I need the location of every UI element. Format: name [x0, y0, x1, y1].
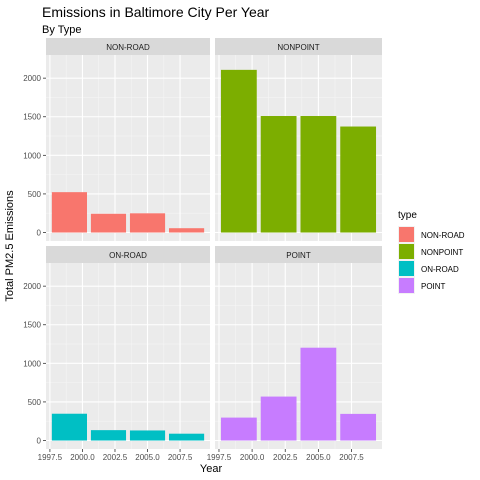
strip-on-road: [46, 246, 210, 263]
bar-non-road-2008: [169, 228, 205, 233]
legend-swatch-on-road: [399, 261, 414, 276]
y-tick-label: 1500: [23, 113, 41, 122]
panel-point: POINT 1997.5 2000.0 2002.5 2005.0 2007.5: [207, 246, 382, 462]
legend-label-on-road: ON-ROAD: [421, 265, 459, 274]
legend-label-nonpoint: NONPOINT: [421, 248, 463, 257]
x-tick-label: 1997.5: [38, 453, 63, 462]
strip-label-on-road: ON-ROAD: [109, 251, 147, 260]
bar-on-road-2008: [169, 433, 205, 441]
legend-swatch-point: [399, 278, 414, 293]
y-tick-label: 0: [37, 437, 42, 446]
bar-point-2002: [260, 396, 297, 441]
x-tick-label: 2005.0: [135, 453, 160, 462]
strip-label-point: POINT: [286, 251, 311, 260]
bar-non-road-1999: [51, 192, 87, 233]
panel-nonpoint: NONPOINT: [215, 38, 382, 241]
bar-nonpoint-2005: [300, 116, 337, 233]
bar-nonpoint-2002: [260, 116, 297, 233]
legend-swatch-nonpoint: [399, 244, 414, 259]
facet-panels: NON-ROAD 0 500 1000 1500 2000 NONPOINT ON-ROAD 0…: [23, 38, 382, 462]
y-tick-label: 2000: [23, 74, 41, 83]
strip-nonpoint: [215, 38, 382, 55]
x-tick-label: 2007.5: [339, 453, 364, 462]
y-axis-title: Total PM2.5 Emissions: [4, 190, 16, 302]
legend: type NON-ROAD NONPOINT ON-ROAD POINT: [398, 210, 465, 294]
panel-on-road: ON-ROAD 0 500 1000 1500 2000 1997.5 2000.0 2002.…: [23, 246, 210, 462]
bar-nonpoint-1999: [220, 69, 257, 233]
bar-on-road-1999: [51, 413, 87, 441]
y-tick-label: 0: [37, 229, 42, 238]
legend-swatch-non-road: [399, 227, 414, 242]
bar-non-road-2002: [90, 213, 127, 233]
chart-title: Emissions in Baltimore City Per Year: [42, 4, 270, 20]
bar-point-1999: [220, 417, 257, 441]
chart-subtitle: By Type: [42, 24, 82, 36]
bar-point-2008: [340, 413, 377, 441]
legend-title: type: [398, 210, 417, 221]
y-tick-label: 1500: [23, 321, 41, 330]
legend-label-non-road: NON-ROAD: [421, 231, 465, 240]
y-tick-label: 1000: [23, 151, 41, 160]
x-tick-label: 1997.5: [207, 453, 232, 462]
x-tick-label: 2007.5: [168, 453, 193, 462]
y-tick-label: 1000: [23, 359, 41, 368]
x-tick-label: 2002.5: [273, 453, 298, 462]
strip-non-road: [46, 38, 210, 55]
bar-nonpoint-2008: [340, 126, 377, 233]
panel-non-road: NON-ROAD 0 500 1000 1500 2000: [23, 38, 210, 241]
bar-on-road-2002: [90, 430, 127, 441]
strip-label-non-road: NON-ROAD: [106, 43, 150, 52]
legend-label-point: POINT: [421, 282, 446, 291]
x-tick-label: 2000.0: [70, 453, 95, 462]
bar-non-road-2005: [129, 213, 166, 233]
y-tick-label: 500: [28, 398, 42, 407]
x-axis-title: Year: [200, 463, 223, 475]
strip-point: [215, 246, 382, 263]
x-tick-label: 2005.0: [306, 453, 331, 462]
bar-point-2005: [300, 347, 337, 441]
strip-label-nonpoint: NONPOINT: [277, 43, 319, 52]
x-tick-label: 2002.5: [103, 453, 128, 462]
y-tick-label: 500: [28, 190, 42, 199]
x-tick-label: 2000.0: [240, 453, 265, 462]
y-tick-label: 2000: [23, 282, 41, 291]
bar-on-road-2005: [129, 430, 166, 441]
